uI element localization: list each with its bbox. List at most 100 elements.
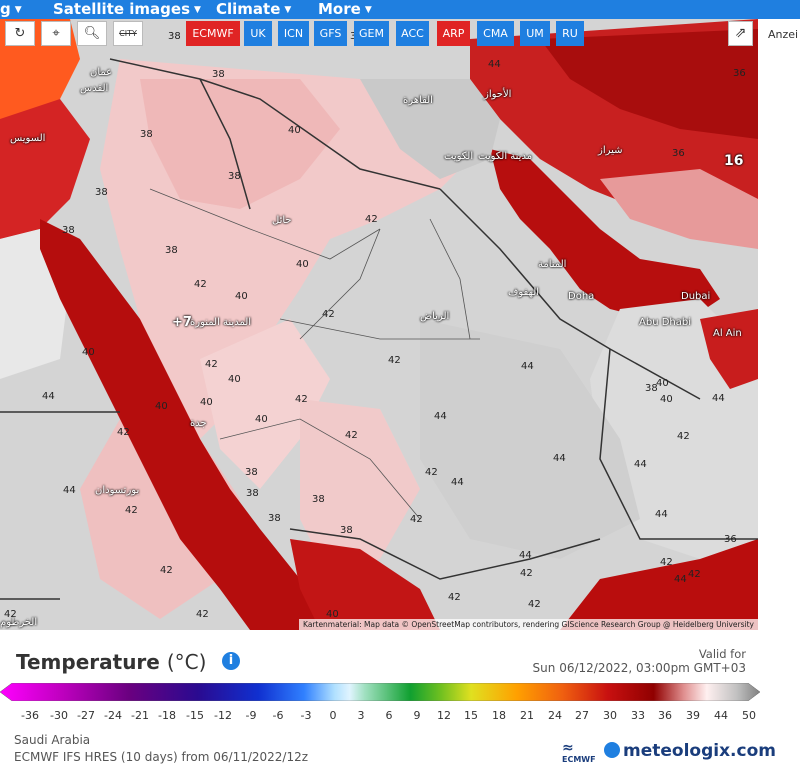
city-toggle-button[interactable]: CITY [113, 21, 143, 46]
scale-tick: 0 [329, 709, 337, 722]
chevron-down-icon: ▼ [194, 5, 201, 15]
nav-item-satellite-images[interactable]: Satellite images ▼ [53, 0, 201, 18]
city-label: بورتسودان [95, 485, 140, 496]
contour-label: 38 [340, 525, 353, 536]
location-pin-icon: ⌖ [52, 26, 60, 41]
model-tab-gfs[interactable]: GFS [314, 21, 347, 46]
contour-label: 36 [733, 68, 746, 79]
legend-title: Temperature (°C) [16, 650, 207, 674]
scale-tick: 27 [575, 709, 589, 722]
contour-label: 38 [245, 467, 258, 478]
city-label: السويس [10, 133, 46, 144]
contour-label: 38 [268, 513, 281, 524]
city-label: Abu Dhabi [639, 317, 691, 328]
map-canvas [0, 19, 758, 630]
contour-label: 40 [656, 378, 669, 389]
scale-tick: 15 [464, 709, 478, 722]
model-tab-ru[interactable]: RU [556, 21, 584, 46]
city-label: Al Ain [713, 328, 742, 339]
valid-for-label: Valid for [698, 647, 746, 661]
contour-label: 40 [82, 347, 95, 358]
scale-tick: 3 [357, 709, 365, 722]
contour-label: 42 [660, 557, 673, 568]
zoom-icon: 🔍︎ [83, 26, 101, 41]
contour-label: 42 [295, 394, 308, 405]
contour-label: 40 [660, 394, 673, 405]
nav-item-more[interactable]: More ▼ [318, 0, 372, 18]
temperature-color-scale [0, 683, 760, 701]
model-tab-ecmwf[interactable]: ECMWF [186, 21, 240, 46]
contour-label: 44 [451, 477, 464, 488]
model-tab-uk[interactable]: UK [244, 21, 272, 46]
contour-label: 38 [228, 171, 241, 182]
scale-tick: -12 [214, 709, 232, 722]
city-label: القدس [80, 83, 109, 94]
model-tab-acc[interactable]: ACC [396, 21, 429, 46]
refresh-icon: ↻ [14, 26, 26, 41]
location-button[interactable]: ⌖ [41, 21, 71, 46]
share-button[interactable]: ⇗ [728, 21, 753, 46]
contour-label: 42 [205, 359, 218, 370]
city-label: عمان [90, 67, 113, 78]
scale-tick: -15 [186, 709, 204, 722]
contour-label: 40 [255, 414, 268, 425]
refresh-button[interactable]: ↻ [5, 21, 35, 46]
model-tab-um[interactable]: UM [520, 21, 550, 46]
contour-label: 38 [140, 129, 153, 140]
contour-label: 40 [326, 609, 339, 620]
model-tab-icn[interactable]: ICN [278, 21, 309, 46]
meteologix-logo-icon [604, 742, 620, 758]
scale-tick: 44 [714, 709, 728, 722]
map-marker-value: 16 [724, 153, 744, 169]
meteologix-logo[interactable]: meteologix.com [604, 741, 776, 761]
nav-item-partial[interactable]: g ▼ [0, 0, 22, 18]
city-label: المنامة [538, 259, 567, 270]
contour-label: 38 [165, 245, 178, 256]
contour-label: 42 [388, 355, 401, 366]
contour-label: 40 [155, 401, 168, 412]
scale-tick: -30 [50, 709, 68, 722]
scale-tick: 18 [492, 709, 506, 722]
scale-tick: 12 [437, 709, 451, 722]
city-label: Dubai [681, 291, 711, 302]
model-tab-arp[interactable]: ARP [437, 21, 470, 46]
contour-label: 38 [62, 225, 75, 236]
contour-label: 44 [634, 459, 647, 470]
scale-tick: -9 [245, 709, 257, 722]
scale-tick: 39 [686, 709, 700, 722]
nav-item-climate[interactable]: Climate ▼ [216, 0, 292, 18]
city-label: الهفوف [508, 287, 540, 298]
chevron-down-icon: ▼ [14, 5, 22, 15]
city-label: جدة [190, 418, 207, 429]
contour-label: 40 [288, 125, 301, 136]
contour-label: 38 [312, 494, 325, 505]
map-marker-value: +7 [172, 315, 192, 330]
contour-label: 42 [196, 609, 209, 620]
contour-label: 42 [4, 609, 17, 620]
info-icon[interactable]: i [222, 652, 240, 670]
scale-tick: 24 [548, 709, 562, 722]
zoom-button[interactable]: 🔍︎ [77, 21, 107, 46]
contour-label: 40 [228, 374, 241, 385]
scale-tick: -18 [158, 709, 176, 722]
temperature-map[interactable]: 38 38 38 38 38 40 38 38 38 40 42 40 42 4… [0, 19, 758, 630]
contour-label: 38 [168, 31, 181, 42]
contour-label: 40 [200, 397, 213, 408]
scale-tick: 33 [631, 709, 645, 722]
city-label: شيراز [598, 145, 623, 156]
scale-tick: -36 [21, 709, 39, 722]
contour-label: 42 [117, 427, 130, 438]
share-icon: ⇗ [734, 25, 747, 41]
city-label: Doha [568, 291, 595, 302]
map-attribution[interactable]: Kartenmaterial: Map data © OpenStreetMap… [299, 619, 758, 630]
temperature-scale-ticks: -36 -30 -27 -24 -21 -18 -15 -12 -9 -6 -3… [0, 709, 760, 723]
scale-tick: -3 [300, 709, 312, 722]
model-tab-cma[interactable]: CMA [477, 21, 514, 46]
city-label: الكويت [444, 151, 474, 162]
contour-label: 44 [674, 574, 687, 585]
contour-label: 38 [212, 69, 225, 80]
model-tab-gem[interactable]: GEM [354, 21, 389, 46]
scale-tick: -21 [131, 709, 149, 722]
contour-label: 40 [235, 291, 248, 302]
chevron-down-icon: ▼ [284, 5, 292, 15]
